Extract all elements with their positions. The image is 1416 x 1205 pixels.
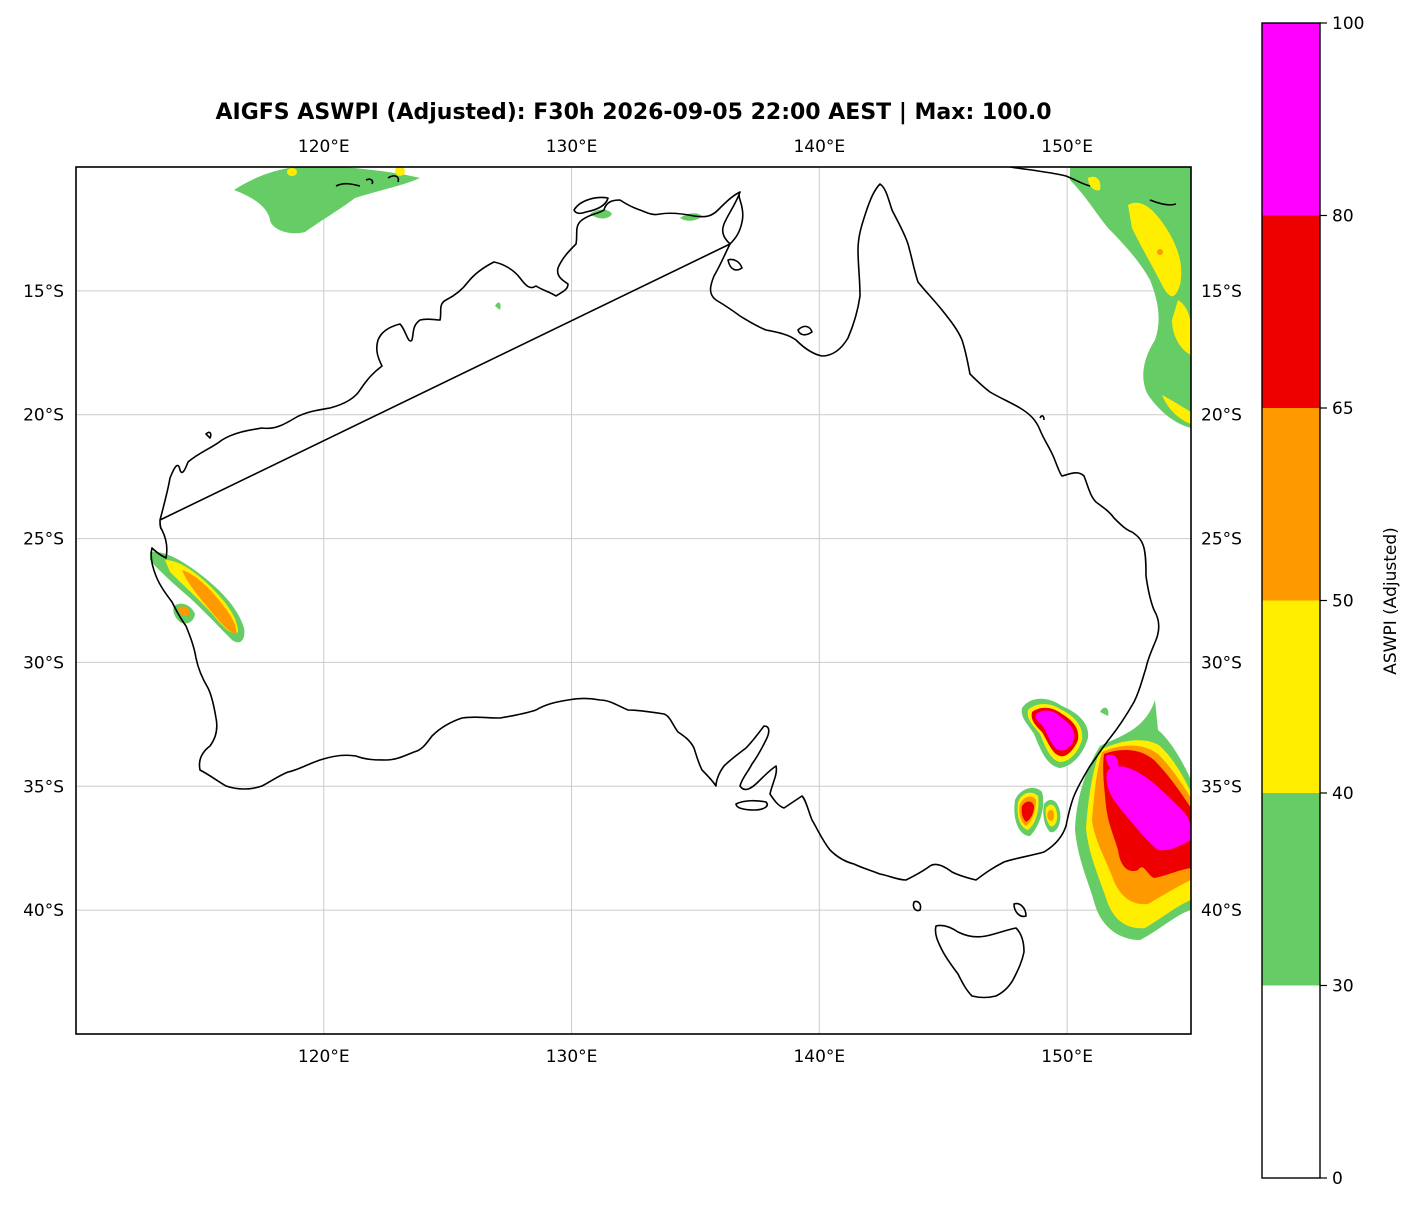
nsw-inland-cell — [1021, 698, 1109, 768]
coral-sea-band — [1070, 167, 1191, 428]
lat-tick-label-left: 35°S — [23, 777, 64, 797]
aswpi-field — [150, 167, 1191, 940]
colorbar-segment — [1262, 793, 1320, 986]
chart-title: AIGFS ASWPI (Adjusted): F30h 2026-09-05 … — [215, 100, 1052, 125]
lat-tick-label-left: 40°S — [23, 901, 64, 921]
wa-coast-band — [150, 551, 245, 643]
lat-tick-label-left: 25°S — [23, 530, 64, 550]
lat-tick-label-right: 25°S — [1201, 530, 1242, 550]
colorbar-tick-label: 30 — [1332, 977, 1354, 997]
colorbar-tick-label: 0 — [1332, 1169, 1343, 1189]
colorbar: 0 30 40 50 65 80 100 — [1261, 14, 1364, 1189]
lon-tick-label-top: 120°E — [298, 137, 350, 157]
colorbar-segment — [1262, 23, 1320, 216]
coastlines — [150, 167, 1177, 999]
lon-tick-label-top: 130°E — [546, 137, 598, 157]
lon-tick-label-bottom: 150°E — [1041, 1047, 1093, 1067]
lat-tick-label-left: 15°S — [23, 282, 64, 302]
colorbar-tick-label: 50 — [1332, 592, 1354, 612]
colorbar-label: ASWPI (Adjusted) — [1381, 527, 1401, 675]
vic-alpine-cells — [1014, 787, 1061, 836]
colorbar-segment — [1262, 408, 1320, 601]
gridlines — [76, 167, 1191, 1034]
lat-tick-label-left: 30°S — [23, 653, 64, 673]
colorbar-tick-label: 40 — [1332, 784, 1354, 804]
lat-tick-label-left: 20°S — [23, 406, 64, 426]
map-frame — [75, 166, 1192, 1035]
lat-tick-label-right: 40°S — [1201, 901, 1242, 921]
lat-tick-label-right: 15°S — [1201, 282, 1242, 302]
colorbar-tick-label: 80 — [1332, 207, 1354, 227]
lon-tick-label-bottom: 130°E — [546, 1047, 598, 1067]
lat-tick-label-right: 30°S — [1201, 653, 1242, 673]
colorbar-tick-label: 65 — [1332, 399, 1354, 419]
colorbar-segment — [1262, 600, 1320, 793]
timor-sea-band — [234, 167, 702, 310]
tasman-sea-system — [1075, 700, 1191, 940]
australia-coastline — [150, 183, 1160, 881]
axis-tick-labels: 120°E 120°E 130°E 130°E 140°E 140°E 150°E 150°E… — [23, 137, 1242, 1067]
lon-tick-label-top: 140°E — [793, 137, 845, 157]
colorbar-segment — [1262, 215, 1320, 408]
colorbar-tick-label: 100 — [1332, 14, 1364, 34]
colorbar-segment — [1262, 985, 1320, 1178]
lat-tick-label-right: 35°S — [1201, 777, 1242, 797]
lon-tick-label-top: 150°E — [1041, 137, 1093, 157]
lon-tick-label-bottom: 140°E — [793, 1047, 845, 1067]
lat-tick-label-right: 20°S — [1201, 406, 1242, 426]
tasmania-coastline — [934, 924, 1025, 999]
lon-tick-label-bottom: 120°E — [298, 1047, 350, 1067]
